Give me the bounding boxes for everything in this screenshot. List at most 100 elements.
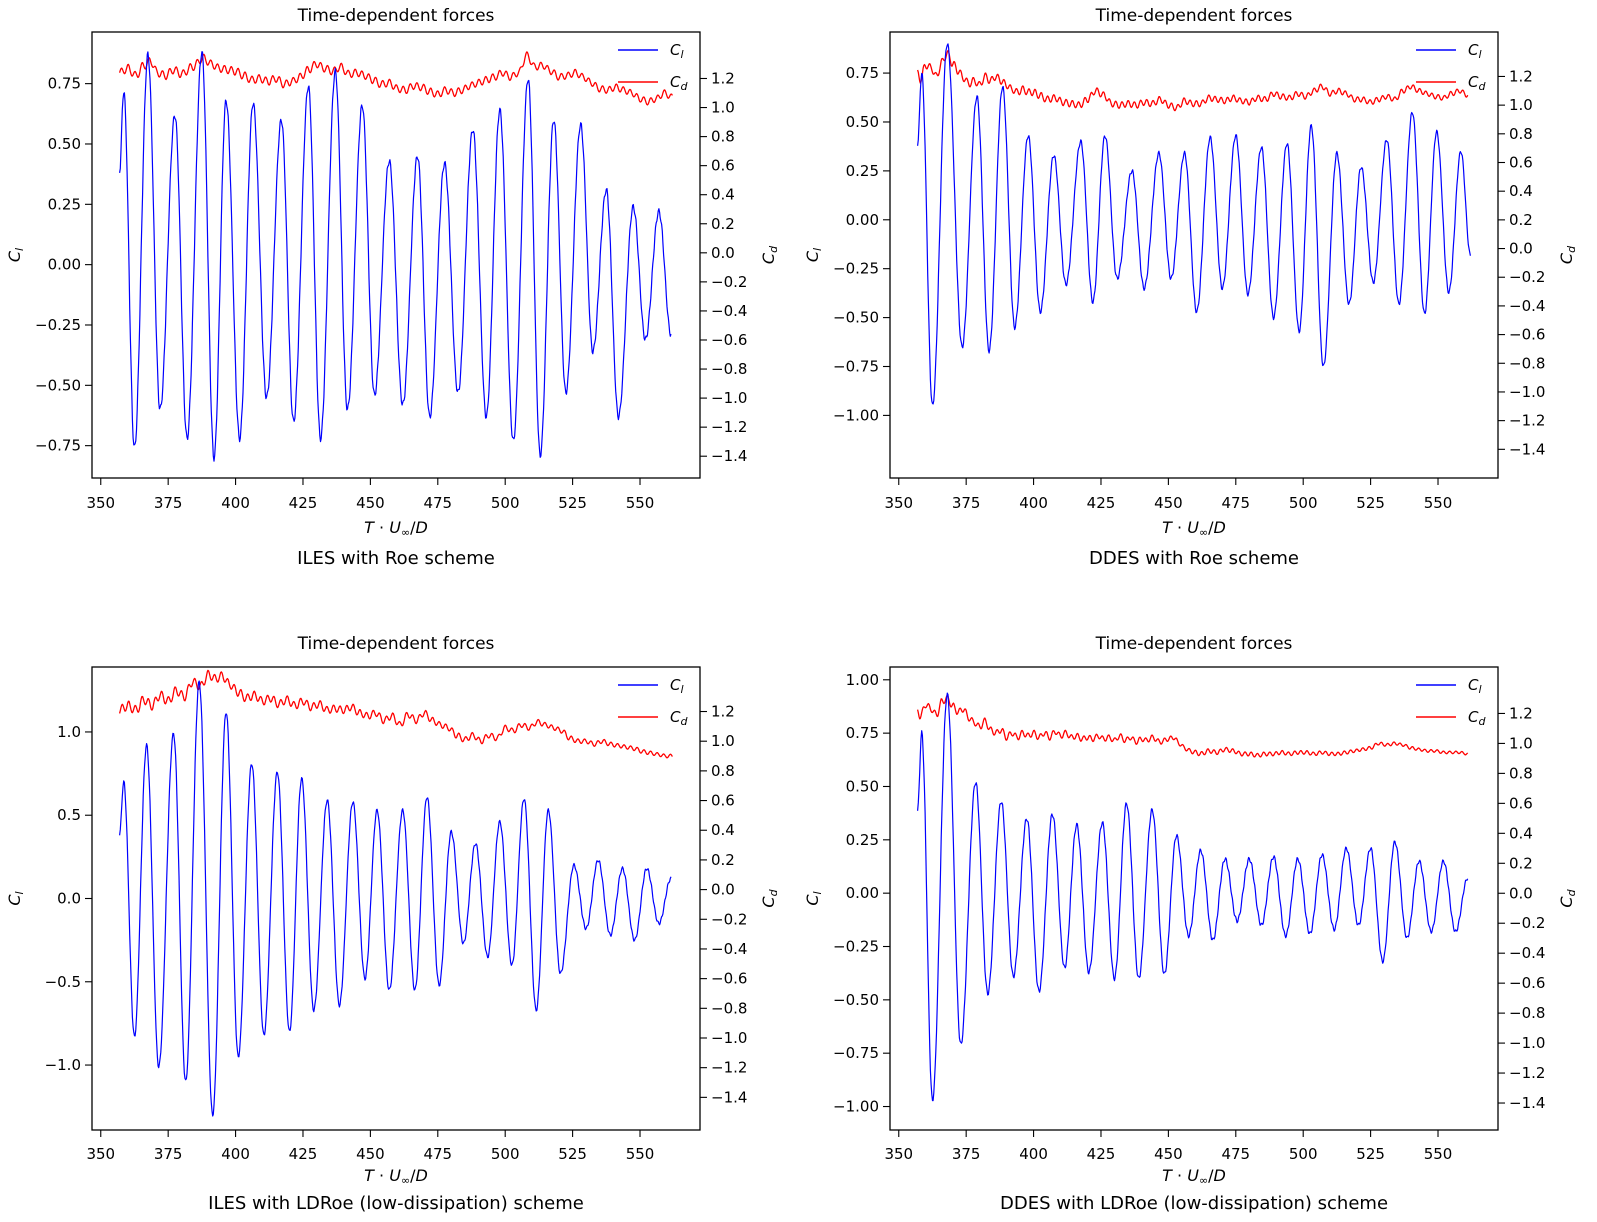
svg-text:400: 400 bbox=[1019, 494, 1048, 512]
svg-text:−0.2: −0.2 bbox=[711, 273, 747, 291]
legend-label-d: Cd bbox=[670, 708, 688, 728]
legend: Cl Cd bbox=[618, 676, 688, 728]
cd-curve bbox=[916, 694, 1469, 758]
svg-text:0.00: 0.00 bbox=[846, 211, 879, 229]
svg-text:−1.4: −1.4 bbox=[1509, 1094, 1545, 1112]
svg-text:−1.2: −1.2 bbox=[711, 418, 747, 436]
svg-text:375: 375 bbox=[154, 494, 183, 512]
svg-text:−0.25: −0.25 bbox=[833, 260, 879, 278]
svg-text:375: 375 bbox=[952, 1145, 981, 1163]
svg-text:0.4: 0.4 bbox=[711, 821, 735, 839]
svg-text:425: 425 bbox=[1087, 1145, 1116, 1163]
svg-text:0.25: 0.25 bbox=[48, 195, 81, 213]
svg-text:−0.6: −0.6 bbox=[711, 970, 747, 988]
svg-text:−0.6: −0.6 bbox=[711, 331, 747, 349]
svg-text:−0.8: −0.8 bbox=[711, 999, 747, 1017]
plot-frame bbox=[889, 31, 1499, 479]
legend-label-l: Cl bbox=[1468, 676, 1482, 696]
svg-text:−0.4: −0.4 bbox=[1509, 944, 1545, 962]
legend-label-l: Cl bbox=[670, 676, 684, 696]
svg-text:−1.2: −1.2 bbox=[1509, 1064, 1545, 1082]
svg-text:−1.0: −1.0 bbox=[711, 1029, 747, 1047]
svg-text:0.6: 0.6 bbox=[711, 157, 735, 175]
y-axis-label-left: Cl bbox=[803, 248, 824, 262]
y-axis-left: 1.0 0.5 0.0 −0.5 −1.0 bbox=[45, 723, 92, 1074]
x-axis-label: T · U∞/D bbox=[364, 1166, 428, 1187]
legend-label-d: Cd bbox=[1468, 73, 1486, 93]
svg-text:1.0: 1.0 bbox=[711, 732, 735, 750]
x-axis: 350 375 400 425 450 475 500 525 550 bbox=[884, 1130, 1452, 1163]
svg-text:−0.6: −0.6 bbox=[1509, 326, 1545, 344]
svg-text:0.4: 0.4 bbox=[1509, 824, 1533, 842]
legend-label-d: Cd bbox=[670, 73, 688, 93]
x-axis: 350 375 400 425 450 475 500 525 550 bbox=[86, 478, 654, 512]
svg-text:350: 350 bbox=[86, 1145, 115, 1163]
chart-title: Time-dependent forces bbox=[1095, 6, 1293, 26]
x-axis: 350 375 400 425 450 475 500 525 550 bbox=[884, 478, 1452, 512]
svg-text:1.0: 1.0 bbox=[1509, 734, 1533, 752]
svg-text:0.00: 0.00 bbox=[48, 256, 81, 274]
y-axis-left: 0.75 0.50 0.25 0.00 −0.25 −0.50 −0.75 −1.00 bbox=[833, 64, 890, 424]
svg-text:450: 450 bbox=[356, 1145, 385, 1163]
svg-text:−0.4: −0.4 bbox=[1509, 297, 1545, 315]
svg-text:0.25: 0.25 bbox=[846, 831, 879, 849]
y-axis-label-right: Cd bbox=[1557, 245, 1578, 264]
svg-text:−0.2: −0.2 bbox=[711, 910, 747, 928]
svg-text:0.0: 0.0 bbox=[711, 881, 735, 899]
svg-text:1.0: 1.0 bbox=[1509, 96, 1533, 114]
plot-svg-iles-roe: Time-dependent forces 350 375 400 425 450 475… bbox=[5, 6, 780, 569]
svg-text:425: 425 bbox=[289, 1145, 318, 1163]
svg-text:475: 475 bbox=[423, 1145, 452, 1163]
plot-svg-ddes-ldroe: Time-dependent forces 350 375 400 425 450 475… bbox=[803, 634, 1578, 1214]
cd-curve bbox=[118, 51, 673, 106]
svg-text:−0.25: −0.25 bbox=[833, 938, 879, 956]
legend: Cl Cd bbox=[1416, 41, 1486, 93]
svg-text:0.50: 0.50 bbox=[846, 777, 879, 795]
svg-text:0.8: 0.8 bbox=[1509, 125, 1533, 143]
svg-text:−1.0: −1.0 bbox=[1509, 1034, 1545, 1052]
y-axis-label-left: Cl bbox=[803, 891, 824, 905]
svg-text:0.75: 0.75 bbox=[846, 64, 879, 82]
svg-text:375: 375 bbox=[154, 1145, 183, 1163]
plot-area: 350 375 400 425 450 475 500 525 5500.750.500.250… bbox=[803, 31, 1578, 539]
svg-text:500: 500 bbox=[491, 1145, 520, 1163]
svg-text:−1.4: −1.4 bbox=[711, 447, 747, 465]
svg-text:475: 475 bbox=[1221, 494, 1250, 512]
cl-curve bbox=[119, 680, 672, 1117]
svg-text:550: 550 bbox=[1424, 494, 1453, 512]
svg-text:0.8: 0.8 bbox=[1509, 764, 1533, 782]
svg-text:0.50: 0.50 bbox=[48, 135, 81, 153]
cd-curve bbox=[916, 49, 1469, 112]
y-axis-left: 1.00 0.75 0.50 0.25 0.00 −0.25 −0.50 −0.75 −1.00 bbox=[833, 671, 890, 1116]
svg-text:−1.4: −1.4 bbox=[711, 1088, 747, 1106]
subplot-iles-roe: Time-dependent forces 350 375 400 425 450 475… bbox=[0, 0, 798, 611]
chart-caption: ILES with Roe scheme bbox=[297, 548, 495, 569]
svg-text:400: 400 bbox=[1019, 1145, 1048, 1163]
svg-text:0.50: 0.50 bbox=[846, 113, 879, 131]
svg-text:500: 500 bbox=[1289, 1145, 1318, 1163]
chart-title: Time-dependent forces bbox=[1095, 634, 1293, 654]
svg-text:525: 525 bbox=[1356, 494, 1385, 512]
svg-text:0.4: 0.4 bbox=[711, 186, 735, 204]
svg-text:−1.2: −1.2 bbox=[1509, 412, 1545, 430]
svg-text:−0.2: −0.2 bbox=[1509, 268, 1545, 286]
svg-text:400: 400 bbox=[221, 494, 250, 512]
svg-text:−0.4: −0.4 bbox=[711, 302, 747, 320]
svg-text:0.00: 0.00 bbox=[846, 884, 879, 902]
svg-text:350: 350 bbox=[884, 1145, 913, 1163]
svg-text:550: 550 bbox=[626, 1145, 655, 1163]
cl-curve bbox=[917, 692, 1469, 1102]
plot-svg-iles-ldroe: Time-dependent forces 350 375 400 425 450 475… bbox=[5, 634, 780, 1214]
svg-text:475: 475 bbox=[423, 494, 452, 512]
svg-text:0.75: 0.75 bbox=[48, 75, 81, 93]
svg-text:525: 525 bbox=[558, 494, 587, 512]
y-axis-label-right: Cd bbox=[759, 888, 780, 907]
svg-text:550: 550 bbox=[1424, 1145, 1453, 1163]
subplot-iles-ldroe: Time-dependent forces 350 375 400 425 450 475… bbox=[0, 611, 798, 1222]
y-axis-right: 1.2 1.0 0.8 0.6 0.4 0.2 0.0 −0.2 −0.4 −0.6 −0.8 −1.… bbox=[700, 703, 747, 1106]
svg-text:−1.0: −1.0 bbox=[711, 389, 747, 407]
chart-caption: ILES with LDRoe (low-dissipation) scheme bbox=[208, 1193, 584, 1214]
svg-text:0.6: 0.6 bbox=[1509, 154, 1533, 172]
svg-text:−0.50: −0.50 bbox=[833, 991, 879, 1009]
legend: Cl Cd bbox=[1416, 676, 1486, 728]
